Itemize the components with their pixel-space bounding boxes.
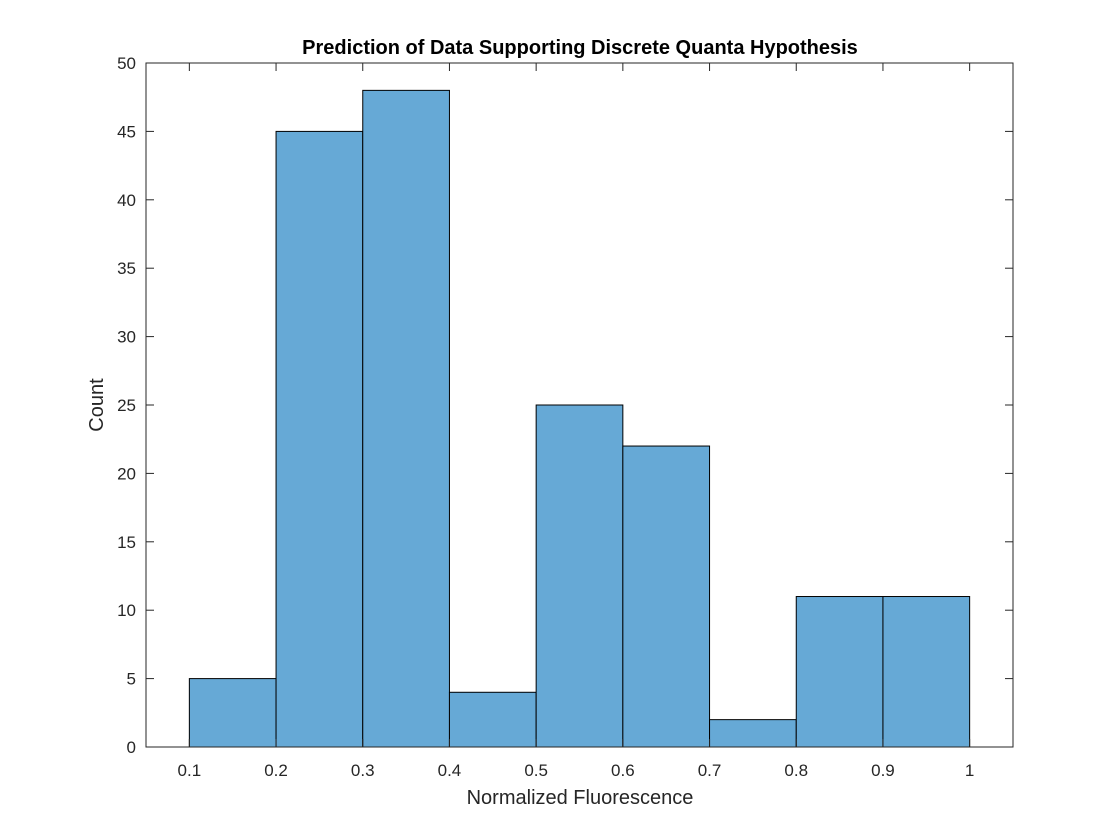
- histogram-bar: [448, 691, 537, 748]
- x-tick-label: 0.8: [784, 761, 808, 780]
- histogram-bar: [882, 596, 971, 748]
- histogram-bar: [795, 596, 884, 748]
- chart-title: Prediction of Data Supporting Discrete Q…: [302, 37, 858, 59]
- y-ticks-group: 0 5 10 15 20 25 30 35 40 45 50: [117, 54, 1013, 757]
- histogram-bar: [362, 89, 450, 748]
- y-tick-label: 10: [117, 601, 136, 620]
- x-tick-label: 0.3: [351, 761, 375, 780]
- y-tick-label: 35: [117, 259, 136, 278]
- x-tick-label: 0.7: [698, 761, 722, 780]
- x-tick-label: 0.9: [871, 761, 895, 780]
- x-ticks-group: 0.1 0.2 0.3 0.4 0.5 0.6 0.7 0.8 0.9 1: [178, 63, 974, 780]
- y-tick-label: 25: [117, 396, 136, 415]
- histogram-bar: [535, 404, 624, 748]
- histogram-bar: [709, 719, 797, 748]
- histogram-bar: [622, 445, 711, 748]
- y-tick-label: 45: [117, 122, 136, 141]
- x-tick-label: 0.4: [438, 761, 462, 780]
- x-tick-label: 1: [965, 761, 974, 780]
- histogram-bar: [275, 130, 364, 748]
- y-tick-label: 50: [117, 54, 136, 73]
- y-axis-label: Count: [86, 378, 108, 432]
- y-tick-label: 30: [117, 328, 136, 347]
- bars-group: [188, 89, 971, 748]
- y-tick-label: 20: [117, 464, 136, 483]
- y-tick-label: 15: [117, 533, 136, 552]
- x-tick-label: 0.2: [264, 761, 288, 780]
- histogram-bar: [188, 678, 277, 748]
- x-tick-label: 0.6: [611, 761, 635, 780]
- x-tick-label: 0.5: [524, 761, 548, 780]
- y-tick-label: 40: [117, 191, 136, 210]
- y-tick-label: 5: [127, 670, 136, 689]
- y-tick-label: 0: [127, 738, 136, 757]
- axes-box: [145, 62, 1014, 748]
- x-axis-label: Normalized Fluorescence: [467, 787, 694, 809]
- x-tick-label: 0.1: [178, 761, 202, 780]
